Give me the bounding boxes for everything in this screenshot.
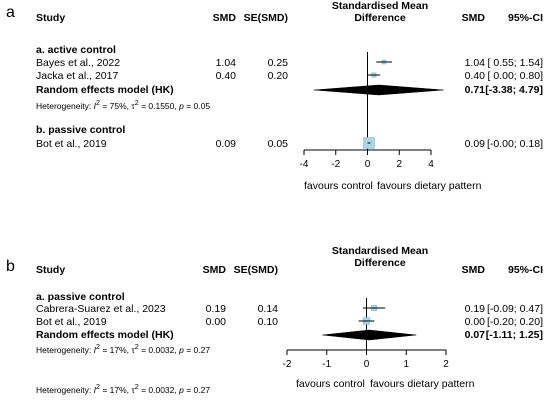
summary-diamond [322, 329, 417, 341]
study-name: Bot et al., 2019 [36, 316, 107, 328]
summary-diamond [313, 84, 444, 96]
x-tick-label: 0 [364, 359, 370, 370]
panel-letter-a: a [6, 4, 15, 21]
study-smd: 0.09 [215, 138, 236, 150]
x-tick-label: 1 [403, 359, 409, 370]
header-smd-b: SMD [202, 264, 226, 276]
summary-label: Random effects model (HK) [36, 329, 174, 341]
x-tick-label: -4 [300, 159, 309, 170]
x-tick-label: 4 [428, 159, 434, 170]
overall-heterogeneity-text: Heterogeneity: I2 = 17%, τ2 = 0.0032, p … [36, 383, 211, 395]
study-ci: [-0.00; 0.18] [486, 138, 543, 150]
panel-letter-b: b [6, 258, 15, 275]
study-ci: [ 0.00; 0.80] [487, 70, 543, 82]
study-name: Cabrera-Suarez et al., 2023 [36, 303, 166, 315]
header-study-b: Study [36, 264, 66, 276]
study-se: 0.05 [267, 138, 288, 150]
group-label-a1: a. active control [36, 44, 116, 56]
study-ci: [ 0.55; 1.54] [487, 57, 543, 69]
group-label-b1: a. passive control [36, 291, 125, 303]
summary-label: Random effects model (HK) [36, 84, 174, 96]
study-smd-right: 0.00 [464, 316, 485, 328]
header-plot-title-line1-b: Standardised Mean [331, 245, 429, 257]
study-smd: 1.04 [215, 57, 236, 69]
header-plot-title-line1-a: Standardised Mean [331, 0, 429, 12]
x-tick-label: -2 [283, 359, 292, 370]
study-se: 0.25 [267, 57, 288, 69]
header-plot-title-line2-b: Difference [354, 257, 406, 269]
study-ci: [-0.20; 0.20] [486, 316, 543, 328]
summary-smd: 0.71 [464, 84, 485, 96]
x-tick-label: -2 [331, 159, 340, 170]
study-smd-right: 0.40 [464, 70, 485, 82]
study-ci: [-0.09; 0.47] [486, 303, 543, 315]
study-se: 0.14 [257, 303, 278, 315]
study-name: Bot et al., 2019 [36, 138, 107, 150]
study-se: 0.20 [267, 70, 288, 82]
study-name: Bayes et al., 2022 [36, 57, 121, 69]
header-smd-right-b: SMD [461, 264, 485, 276]
favours-right-b: favours dietary pattern [370, 378, 475, 390]
study-smd-right: 0.19 [464, 303, 485, 315]
study-smd-right: 0.09 [464, 138, 485, 150]
study-se: 0.10 [257, 316, 278, 328]
study-smd: 0.40 [215, 70, 236, 82]
x-tick-label: 0 [365, 159, 371, 170]
header-se-a: SE(SMD) [243, 12, 288, 24]
x-tick-label: -1 [322, 359, 331, 370]
favours-right-a: favours dietary pattern [377, 180, 482, 192]
summary-smd: 0.07 [464, 329, 485, 341]
summary-ci: [-1.11; 1.25] [485, 329, 543, 341]
study-name: Jacka et al., 2017 [36, 70, 119, 82]
summary-ci: [-3.38; 4.79] [485, 84, 543, 96]
heterogeneity-text: Heterogeneity: I2 = 75%, τ2 = 0.1550, p … [36, 99, 211, 111]
group-label-a2: b. passive control [36, 124, 126, 136]
header-plot-title-line2-a: Difference [354, 12, 406, 24]
study-smd-right: 1.04 [464, 57, 485, 69]
heterogeneity-text: Heterogeneity: I2 = 17%, τ2 = 0.0032, p … [36, 343, 211, 355]
header-se-b: SE(SMD) [233, 264, 278, 276]
header-ci-a: 95%-CI [507, 12, 543, 24]
header-ci-b: 95%-CI [507, 264, 543, 276]
header-smd-right-a: SMD [461, 12, 485, 24]
study-smd: 0.19 [205, 303, 226, 315]
favours-left-b: favours control [296, 378, 365, 390]
study-smd: 0.00 [205, 316, 226, 328]
x-tick-label: 2 [443, 359, 449, 370]
header-smd-a: SMD [212, 12, 236, 24]
favours-left-a: favours control [304, 180, 373, 192]
x-tick-label: 2 [396, 159, 402, 170]
header-study-a: Study [36, 12, 66, 24]
